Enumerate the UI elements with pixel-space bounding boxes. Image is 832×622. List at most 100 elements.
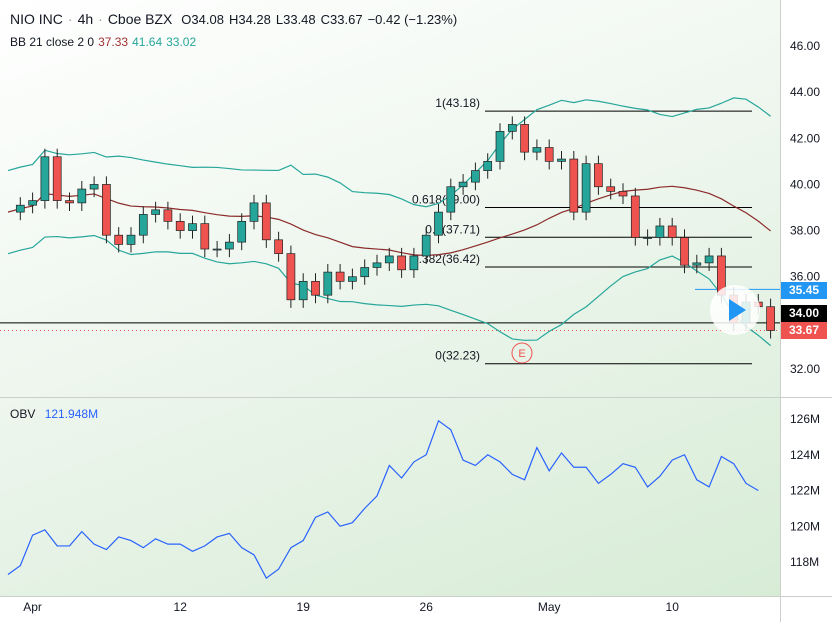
last-price-tag: 33.67 bbox=[781, 322, 827, 339]
obv-axis-label: 126M bbox=[790, 412, 820, 426]
candle-body bbox=[655, 225, 665, 238]
candle-body bbox=[483, 161, 493, 171]
bb-upper-value: 41.64 bbox=[132, 35, 163, 49]
obv-axis-label: 120M bbox=[790, 519, 820, 533]
candle-body bbox=[446, 186, 456, 213]
candle-body bbox=[557, 158, 566, 162]
candle-body bbox=[680, 237, 689, 266]
play-replay-button[interactable] bbox=[710, 285, 760, 335]
time-axis-label: 10 bbox=[666, 600, 680, 614]
separator: · bbox=[98, 11, 103, 27]
candle-body bbox=[692, 262, 702, 266]
symbol-name[interactable]: NIO INC bbox=[10, 11, 63, 27]
time-axis-label: 12 bbox=[174, 600, 188, 614]
candle-body bbox=[606, 186, 616, 192]
candle-body bbox=[630, 195, 640, 238]
candle-body bbox=[323, 271, 333, 296]
candle-body bbox=[311, 280, 320, 296]
candle-body bbox=[274, 239, 283, 254]
candle-body bbox=[360, 267, 370, 278]
price-axis-label: 38.00 bbox=[790, 224, 820, 238]
candle-body bbox=[409, 255, 419, 271]
candle-body bbox=[286, 253, 296, 301]
interval[interactable]: 4h bbox=[77, 11, 94, 27]
candle-body bbox=[704, 255, 714, 264]
exchange: Cboe BZX bbox=[107, 11, 173, 27]
time-axis-label: May bbox=[538, 600, 561, 614]
candle-body bbox=[397, 255, 406, 271]
time-axis-label: 26 bbox=[420, 600, 434, 614]
candle-body bbox=[138, 214, 148, 236]
fib-level-label: 0.5(37.71) bbox=[425, 222, 480, 236]
candle-body bbox=[520, 124, 529, 153]
candle-body bbox=[495, 131, 505, 162]
candle-body bbox=[212, 248, 222, 251]
obv-legend[interactable]: OBV 121.948M bbox=[10, 407, 98, 421]
candle-body bbox=[298, 280, 308, 301]
candle-body bbox=[200, 223, 210, 250]
candle-body bbox=[65, 200, 74, 204]
candle-body bbox=[458, 181, 468, 188]
earnings-event-label: E bbox=[518, 348, 525, 360]
candle-body bbox=[249, 202, 259, 222]
candle-body bbox=[89, 184, 99, 190]
bb-basis-value: 37.33 bbox=[98, 35, 129, 49]
chart-background[interactable] bbox=[0, 0, 780, 597]
low-value: L33.48 bbox=[275, 12, 316, 27]
candle-body bbox=[188, 223, 197, 231]
candle-body bbox=[643, 237, 652, 239]
horizontal-line-tag[interactable]: 34.00 bbox=[781, 305, 827, 322]
price-axis-label: 44.00 bbox=[790, 85, 820, 99]
candle-body bbox=[225, 241, 234, 250]
candle-body bbox=[766, 306, 775, 331]
candle-body bbox=[667, 225, 677, 238]
candle-body bbox=[532, 147, 542, 153]
time-axis-label: 19 bbox=[297, 600, 311, 614]
obv-axis-label: 118M bbox=[790, 555, 819, 569]
candle-body bbox=[434, 211, 443, 236]
candle-body bbox=[569, 158, 579, 213]
candle-body bbox=[348, 276, 357, 282]
fib-level-label: 0(32.23) bbox=[435, 349, 480, 363]
alert-price-tag[interactable]: 35.45 bbox=[781, 282, 827, 299]
candle-body bbox=[237, 221, 247, 243]
symbol-header: NIO INC · 4h · Cboe BZX O34.08 H34.28 L33.48 C3… bbox=[10, 11, 462, 27]
high-value: H34.28 bbox=[228, 12, 271, 27]
candle-body bbox=[126, 234, 136, 245]
candle-body bbox=[581, 163, 591, 213]
candle-body bbox=[52, 156, 62, 201]
bb-upper-band bbox=[7, 97, 771, 208]
candle-body bbox=[151, 209, 160, 215]
candle-body bbox=[28, 200, 37, 206]
obv-label: OBV bbox=[10, 407, 36, 421]
candle-body bbox=[175, 221, 185, 231]
candle-body bbox=[15, 204, 25, 213]
obv-axis-label: 122M bbox=[790, 484, 820, 498]
price-axis-label: 32.00 bbox=[790, 362, 820, 376]
close-value: C33.67 bbox=[320, 12, 363, 27]
price-axis-label: 42.00 bbox=[790, 131, 820, 145]
candle-body bbox=[372, 262, 382, 268]
candle-body bbox=[384, 255, 394, 264]
candle-body bbox=[594, 163, 603, 188]
open-value: O34.08 bbox=[181, 12, 224, 27]
obv-line bbox=[7, 419, 759, 579]
earnings-event-marker bbox=[511, 342, 533, 364]
bb-legend[interactable]: BB 21 close 2 0 37.33 41.64 33.02 bbox=[10, 35, 200, 49]
obv-value: 121.948M bbox=[44, 407, 99, 421]
bb-basis-line bbox=[7, 185, 771, 257]
change-value: −0.42 (−1.23%) bbox=[367, 12, 458, 27]
candle-body bbox=[102, 184, 111, 236]
fib-level-label: 1(43.18) bbox=[435, 96, 480, 110]
candle-body bbox=[335, 271, 345, 282]
candle-body bbox=[114, 234, 124, 245]
obv-axis-label: 124M bbox=[790, 448, 820, 462]
candle-body bbox=[77, 188, 87, 204]
price-axis-label: 46.00 bbox=[790, 39, 820, 53]
price-axis-label: 40.00 bbox=[790, 177, 820, 191]
candle-body bbox=[40, 156, 50, 201]
separator: · bbox=[67, 11, 73, 27]
candle-body bbox=[618, 191, 628, 197]
bb-label: BB 21 close 2 0 bbox=[10, 35, 95, 49]
